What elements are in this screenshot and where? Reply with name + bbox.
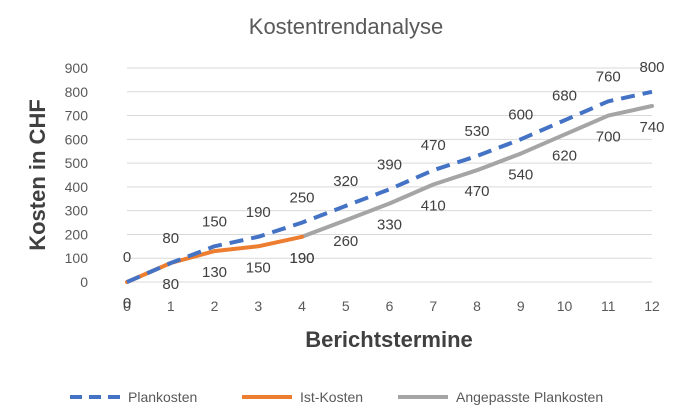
data-label: 130 [202, 264, 227, 281]
data-label: 700 [596, 129, 621, 146]
data-label: 600 [508, 106, 533, 123]
legend-label: Ist-Kosten [300, 389, 363, 405]
y-tick-label: 200 [65, 226, 89, 242]
y-tick-label: 800 [65, 84, 89, 100]
x-tick-labels: 0 1 2 3 4 5 6 7 8 9 10 11 12 [123, 298, 660, 314]
data-label: 760 [596, 68, 621, 85]
data-label: 330 [377, 217, 402, 234]
data-label: 80 [162, 230, 179, 247]
x-tick-label: 11 [601, 298, 616, 314]
y-tick-label: 700 [65, 108, 89, 124]
legend-label: Plankosten [128, 389, 197, 405]
data-label: 150 [202, 213, 227, 230]
chart-title: Kostentrendanalyse [249, 14, 443, 39]
series-lines [125, 89, 654, 284]
data-label: 0 [123, 295, 131, 312]
gridlines [127, 67, 652, 283]
x-axis-title: Berichtstermine [305, 327, 473, 352]
y-tick-label: 900 [65, 60, 89, 76]
x-tick-label: 6 [386, 298, 394, 314]
data-label: 390 [377, 156, 402, 173]
data-label: 680 [552, 87, 577, 104]
legend-label: Angepasste Plankosten [456, 389, 603, 405]
x-tick-label: 9 [517, 298, 525, 314]
y-tick-label: 300 [65, 203, 89, 219]
x-tick-label: 8 [473, 298, 481, 314]
data-label: 150 [246, 259, 271, 276]
y-tick-label: 100 [65, 250, 89, 266]
y-tick-label: 500 [65, 155, 89, 171]
y-axis-title: Kosten in CHF [25, 99, 50, 251]
data-label: 410 [421, 198, 446, 215]
data-label: 470 [421, 137, 446, 154]
data-label: 80 [162, 276, 179, 293]
x-tick-label: 10 [557, 298, 573, 314]
data-label: 250 [289, 190, 314, 207]
data-label: 740 [639, 119, 664, 136]
data-label: 260 [333, 233, 358, 250]
y-tick-label: 600 [65, 131, 89, 147]
data-label: 190 [246, 204, 271, 221]
x-tick-label: 5 [342, 298, 350, 314]
data-label: 190 [289, 250, 314, 267]
x-tick-label: 2 [211, 298, 219, 314]
data-labels: 0 80 150 190 250 320 390 470 530 600 680 760 800 0 80 1… [123, 59, 665, 312]
x-tick-label: 1 [167, 298, 175, 314]
x-tick-label: 12 [644, 298, 660, 314]
series-line-plankosten [126, 89, 653, 284]
series-line-angepasste-plankosten [300, 104, 654, 239]
data-label: 320 [333, 173, 358, 190]
data-label: 530 [464, 123, 489, 140]
x-tick-label: 4 [298, 298, 306, 314]
data-label: 0 [123, 249, 131, 266]
x-tick-label: 0 [123, 298, 131, 314]
y-tick-labels: 0 100 200 300 400 500 600 700 800 900 [65, 60, 89, 290]
legend: Plankosten Ist-Kosten Angepasste Plankoste… [70, 389, 603, 405]
y-tick-label: 400 [65, 179, 89, 195]
data-label: 190 [289, 250, 314, 267]
data-label: 470 [464, 183, 489, 200]
x-tick-label: 3 [254, 298, 262, 314]
data-label: 540 [508, 167, 533, 184]
y-tick-label: 0 [80, 274, 88, 290]
data-label: 620 [552, 148, 577, 165]
x-tick-label: 7 [429, 298, 437, 314]
data-label: 800 [639, 59, 664, 76]
